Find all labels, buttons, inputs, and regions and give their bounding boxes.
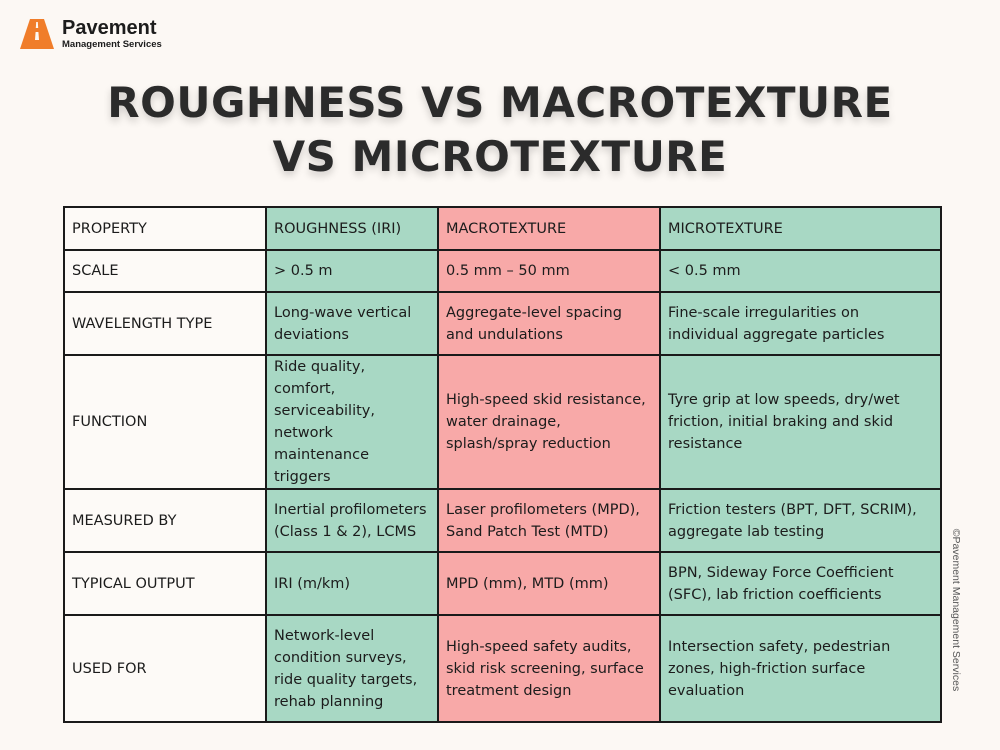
macrotexture-cell: MPD (mm), MTD (mm) xyxy=(437,551,661,616)
row-label: TYPICAL OUTPUT xyxy=(63,551,267,616)
microtexture-cell: Friction testers (BPT, DFT, SCRIM), aggr… xyxy=(659,488,942,553)
brand-name: Pavement xyxy=(62,17,157,39)
microtexture-cell: Intersection safety, pedestrian zones, h… xyxy=(659,614,942,723)
microtexture-cell: Fine-scale irregularities on individual … xyxy=(659,291,942,356)
header-cell-macrotexture: MACROTEXTURE xyxy=(437,206,661,251)
copyright-text: ©Pavement Management Services xyxy=(950,528,962,692)
title-line-2: VS MICROTEXTURE xyxy=(272,132,728,181)
macrotexture-cell: 0.5 mm – 50 mm xyxy=(437,249,661,293)
row-label: WAVELENGTH TYPE xyxy=(63,291,267,356)
table-row: SCALE > 0.5 m 0.5 mm – 50 mm < 0.5 mm xyxy=(63,249,942,293)
roughness-cell: > 0.5 m xyxy=(265,249,439,293)
page-title: ROUGHNESS VS MACROTEXTURE VS MICROTEXTUR… xyxy=(0,76,1000,184)
macrotexture-cell: High-speed safety audits, skid risk scre… xyxy=(437,614,661,723)
table-header-row: PROPERTY ROUGHNESS (IRI) MACROTEXTURE MI… xyxy=(63,206,942,251)
roughness-cell: Network-level condition surveys, ride qu… xyxy=(265,614,439,723)
header-cell-property: PROPERTY xyxy=(63,206,267,251)
table-row: USED FOR Network-level condition surveys… xyxy=(63,614,942,723)
macrotexture-cell: High-speed skid resistance, water draina… xyxy=(437,354,661,490)
roughness-cell: Long-wave vertical deviations xyxy=(265,291,439,356)
copyright-notice: ©Pavement Management Services xyxy=(946,520,966,700)
brand-subtitle: Management Services xyxy=(62,39,162,50)
row-label: MEASURED BY xyxy=(63,488,267,553)
table-row: TYPICAL OUTPUT IRI (m/km) MPD (mm), MTD … xyxy=(63,551,942,616)
comparison-table: PROPERTY ROUGHNESS (IRI) MACROTEXTURE MI… xyxy=(63,206,942,723)
microtexture-cell: < 0.5 mm xyxy=(659,249,942,293)
road-logo-icon xyxy=(20,18,54,49)
header-cell-microtexture: MICROTEXTURE xyxy=(659,206,942,251)
row-label: USED FOR xyxy=(63,614,267,723)
roughness-cell: Ride quality, comfort, serviceability, n… xyxy=(265,354,439,490)
table-row: MEASURED BY Inertial profilometers (Clas… xyxy=(63,488,942,553)
microtexture-cell: Tyre grip at low speeds, dry/wet frictio… xyxy=(659,354,942,490)
title-line-1: ROUGHNESS VS MACROTEXTURE xyxy=(107,78,893,127)
roughness-cell: Inertial profilometers (Class 1 & 2), LC… xyxy=(265,488,439,553)
row-label: SCALE xyxy=(63,249,267,293)
table-row: WAVELENGTH TYPE Long-wave vertical devia… xyxy=(63,291,942,356)
macrotexture-cell: Laser profilometers (MPD), Sand Patch Te… xyxy=(437,488,661,553)
table-row: FUNCTION Ride quality, comfort, servicea… xyxy=(63,354,942,490)
row-label: FUNCTION xyxy=(63,354,267,490)
header-cell-roughness: ROUGHNESS (IRI) xyxy=(265,206,439,251)
microtexture-cell: BPN, Sideway Force Coefficient (SFC), la… xyxy=(659,551,942,616)
roughness-cell: IRI (m/km) xyxy=(265,551,439,616)
brand-logo: Pavement Management Services xyxy=(20,18,162,50)
macrotexture-cell: Aggregate-level spacing and undulations xyxy=(437,291,661,356)
